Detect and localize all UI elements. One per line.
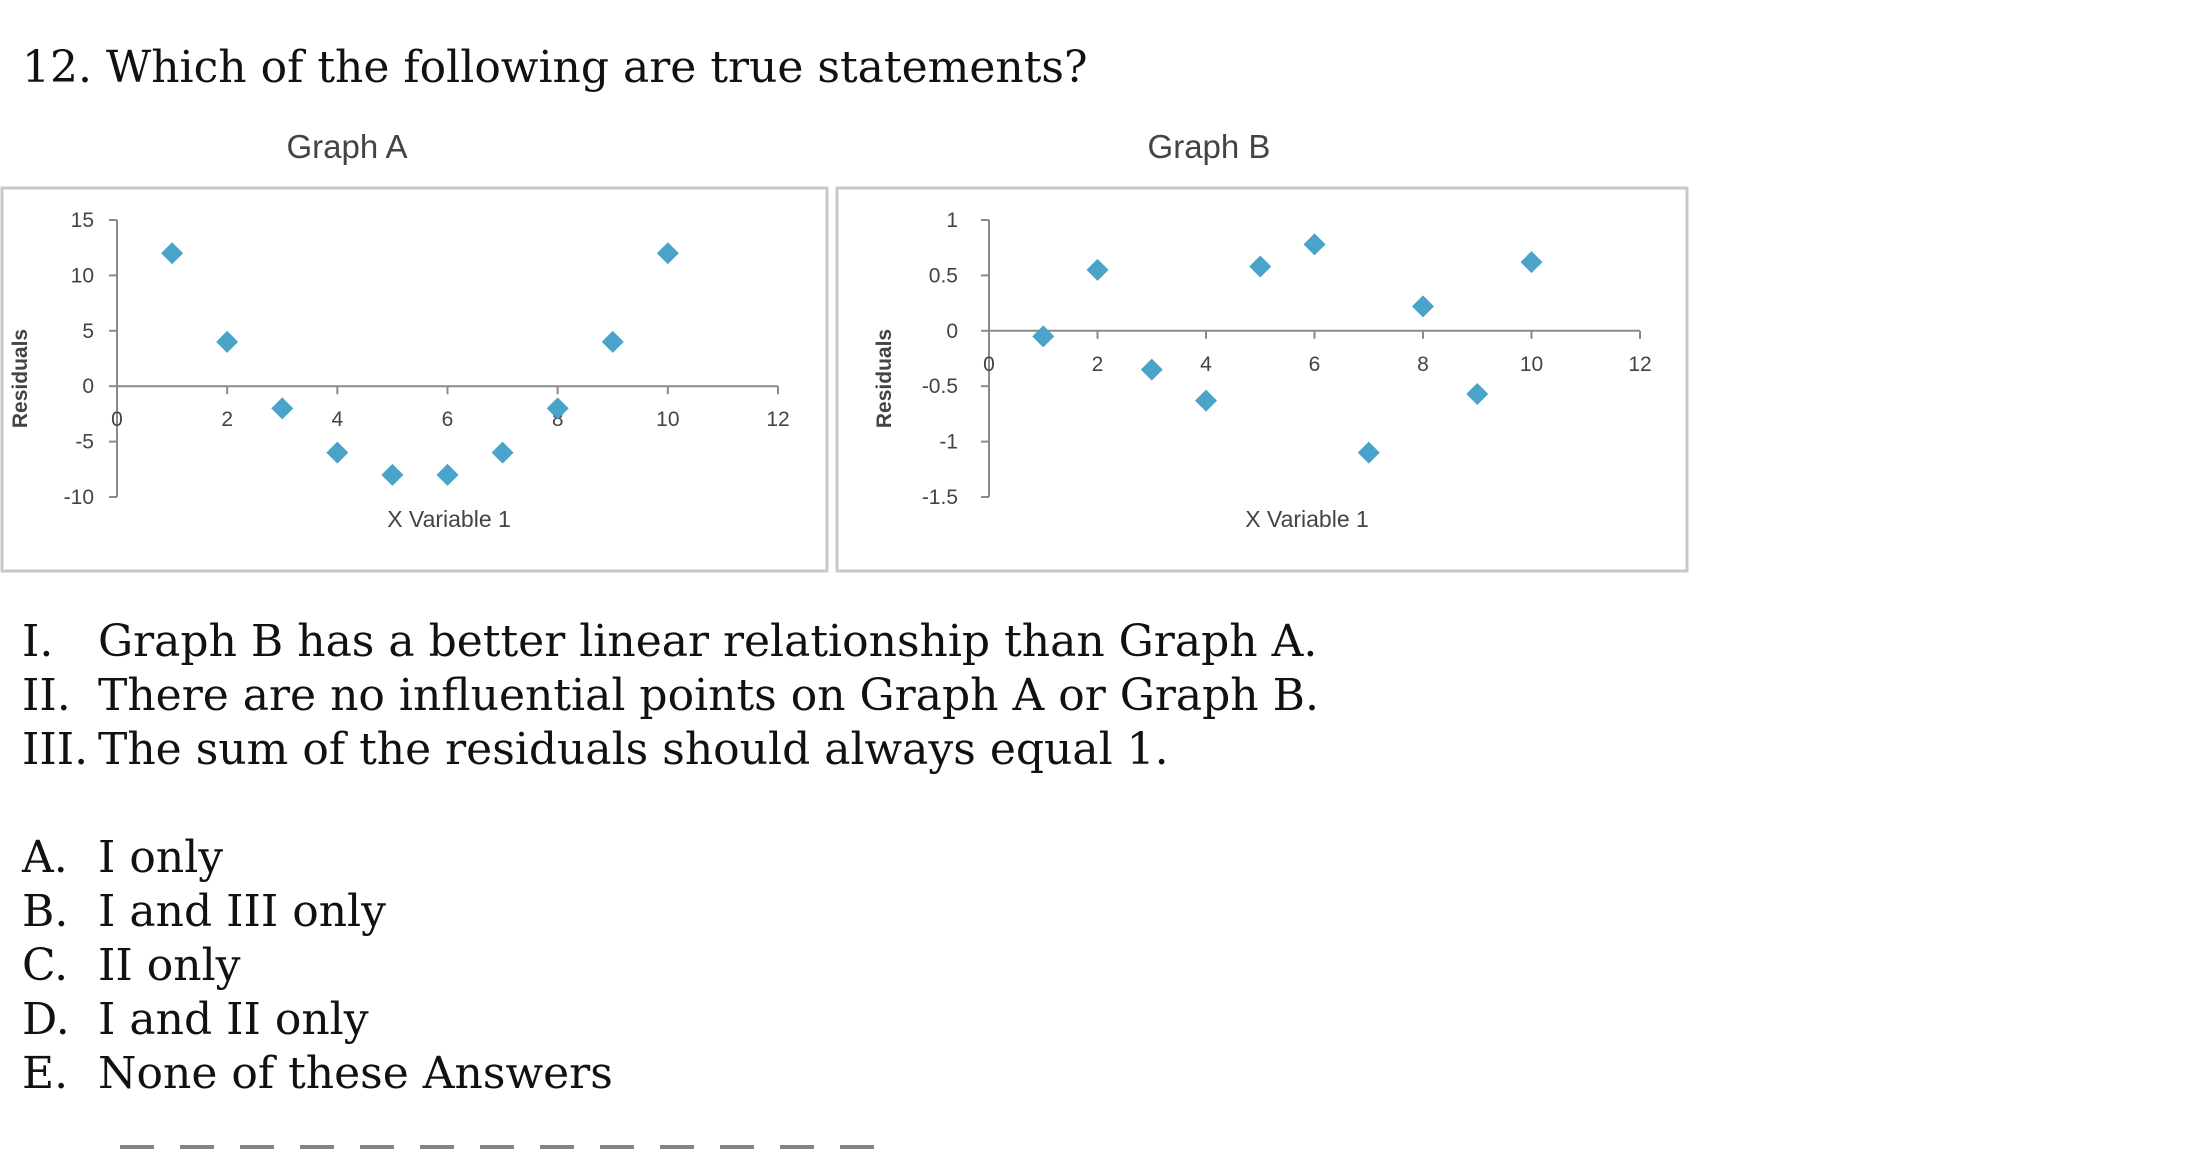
choice-a[interactable]: A. I only — [22, 830, 223, 886]
x-tick-label: 0 — [111, 408, 123, 431]
y-tick-label: -1.5 — [922, 486, 958, 509]
y-tick-label: 1 — [946, 209, 958, 232]
choice-b[interactable]: B. I and III only — [22, 884, 386, 940]
data-point-marker — [436, 463, 459, 486]
choice-text: I and III only — [98, 886, 386, 937]
question-number: 12. — [22, 42, 92, 93]
data-point-marker — [1412, 295, 1434, 318]
data-point-marker — [271, 397, 294, 420]
y-tick-label: -1 — [939, 431, 958, 454]
x-axis-title: X Variable 1 — [1245, 506, 1369, 532]
choice-text: I and II only — [98, 994, 369, 1045]
data-point-marker — [1520, 251, 1543, 274]
statement-2: II. There are no influential points on Gr… — [22, 668, 1319, 724]
graph-b-chart: Graph B 1 0.5 0 -0.5 -1 -1.5 0 2 4 6 8 10 12 Residuals… — [835, 128, 1689, 573]
statement-text: There are no influential points on Graph… — [98, 670, 1319, 721]
data-point-marker — [1357, 441, 1380, 464]
y-tick-label: 0.5 — [929, 264, 958, 287]
data-point-marker — [1195, 389, 1217, 412]
chart-frame — [835, 186, 1689, 573]
statement-text: Graph B has a better linear relationship… — [98, 616, 1318, 667]
y-tick-label: 10 — [71, 264, 94, 287]
choice-letter: E. — [22, 1048, 69, 1099]
y-tick-label: 5 — [82, 320, 94, 343]
statement-numeral: I. — [22, 616, 54, 667]
question-text: Which of the following are true statemen… — [105, 42, 1088, 93]
y-tick-label: -5 — [75, 431, 94, 454]
choice-letter: B. — [22, 886, 69, 937]
x-axis-title: X Variable 1 — [387, 506, 511, 532]
statement-3: III. The sum of the residuals should alwa… — [22, 722, 1169, 778]
x-tick-label: 8 — [1417, 353, 1429, 376]
choice-c[interactable]: C. II only — [22, 938, 241, 994]
data-point-marker — [161, 242, 184, 265]
statement-text: The sum of the residuals should always e… — [98, 724, 1169, 775]
y-tick-label: -0.5 — [922, 375, 958, 398]
data-point-marker — [656, 242, 679, 265]
x-tick-label: 4 — [1200, 353, 1212, 376]
y-axis-title: Residuals — [9, 329, 32, 428]
data-point-marker — [216, 330, 239, 353]
choice-letter: C. — [22, 940, 69, 991]
x-tick-label: 2 — [221, 408, 233, 431]
x-tick-label: 6 — [1309, 353, 1321, 376]
x-tick-label: 6 — [442, 408, 454, 431]
data-point-marker — [326, 441, 349, 464]
x-tick-label: 2 — [1092, 353, 1104, 376]
choice-letter: A. — [22, 832, 68, 883]
chart-frame — [0, 186, 829, 573]
choice-text: II only — [98, 940, 241, 991]
choice-d[interactable]: D. I and II only — [22, 992, 369, 1048]
chart-title: Graph A — [286, 128, 407, 165]
statement-1: I. Graph B has a better linear relationsh… — [22, 614, 1317, 670]
y-tick-label: 0 — [946, 320, 958, 343]
x-tick-label: 12 — [1628, 353, 1651, 376]
data-point-marker — [381, 463, 404, 486]
x-tick-label: 10 — [656, 408, 679, 431]
data-point-marker — [1086, 258, 1109, 281]
y-tick-label: 0 — [82, 375, 94, 398]
y-axis-title: Residuals — [873, 329, 896, 428]
data-point-marker — [546, 397, 569, 420]
choice-e[interactable]: E. None of these Answers — [22, 1046, 613, 1102]
data-point-marker — [1466, 382, 1489, 405]
x-tick-label: 0 — [983, 353, 995, 376]
choice-text: None of these Answers — [98, 1048, 613, 1099]
y-tick-label: 15 — [71, 209, 94, 232]
x-tick-label: 12 — [766, 408, 789, 431]
data-point-marker — [491, 441, 514, 464]
x-tick-label: 4 — [331, 408, 343, 431]
data-point-marker — [1140, 358, 1163, 381]
data-point-marker — [601, 330, 624, 353]
data-point-marker — [1303, 233, 1326, 256]
choice-text: I only — [98, 832, 224, 883]
chart-title: Graph B — [1148, 128, 1271, 165]
choice-letter: D. — [22, 994, 70, 1045]
statement-numeral: III. — [22, 724, 89, 775]
x-tick-label: 10 — [1520, 353, 1543, 376]
y-tick-label: -10 — [64, 486, 94, 509]
data-point-marker — [1249, 255, 1272, 278]
statement-numeral: II. — [22, 670, 71, 721]
x-tick-label: 8 — [552, 408, 564, 431]
cut-off-text-line — [120, 1145, 900, 1149]
graph-a-chart: Graph A 15 10 5 0 -5 -10 0 2 4 6 8 10 12 Residuals X Va… — [0, 128, 829, 573]
question-title: 12. Which of the following are true stat… — [22, 40, 1088, 96]
data-point-marker — [1032, 325, 1055, 348]
